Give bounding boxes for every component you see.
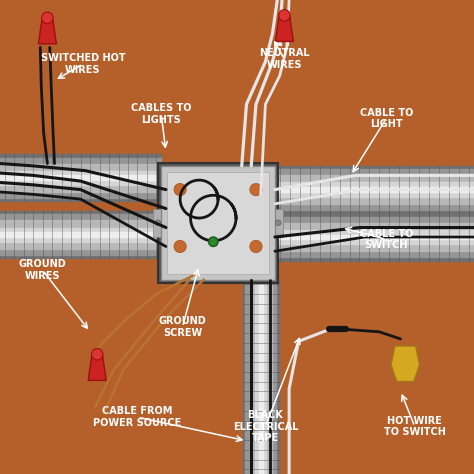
Text: NEUTRAL
WIRES: NEUTRAL WIRES: [259, 48, 310, 70]
Text: CABLE FROM
POWER SOURCE: CABLE FROM POWER SOURCE: [93, 406, 182, 428]
Text: BLACK
ELECTRICAL
TAPE: BLACK ELECTRICAL TAPE: [233, 410, 298, 443]
Polygon shape: [38, 18, 56, 44]
Circle shape: [91, 348, 103, 360]
Circle shape: [250, 240, 262, 253]
Circle shape: [279, 9, 290, 21]
Text: GROUND
WIRES: GROUND WIRES: [19, 259, 66, 281]
Circle shape: [174, 183, 186, 196]
Text: CABLE TO
SWITCH: CABLE TO SWITCH: [360, 228, 413, 250]
Bar: [161, 166, 275, 280]
Circle shape: [275, 220, 281, 226]
Bar: [158, 163, 278, 283]
Bar: [273, 209, 283, 237]
Polygon shape: [391, 346, 419, 382]
Circle shape: [174, 240, 186, 253]
Bar: [153, 209, 163, 237]
Text: CABLE TO
LIGHT: CABLE TO LIGHT: [360, 108, 413, 129]
Circle shape: [155, 220, 161, 226]
Text: GROUND
SCREW: GROUND SCREW: [159, 316, 206, 338]
Text: HOT WIRE
TO SWITCH: HOT WIRE TO SWITCH: [384, 416, 446, 438]
Polygon shape: [275, 16, 293, 42]
Circle shape: [250, 183, 262, 196]
Circle shape: [42, 12, 53, 24]
Bar: [167, 172, 269, 274]
Text: CABLES TO
LIGHTS: CABLES TO LIGHTS: [131, 103, 191, 125]
Text: SWITCHED HOT
WIRES: SWITCHED HOT WIRES: [41, 53, 125, 75]
Polygon shape: [88, 355, 106, 380]
Circle shape: [209, 237, 218, 246]
